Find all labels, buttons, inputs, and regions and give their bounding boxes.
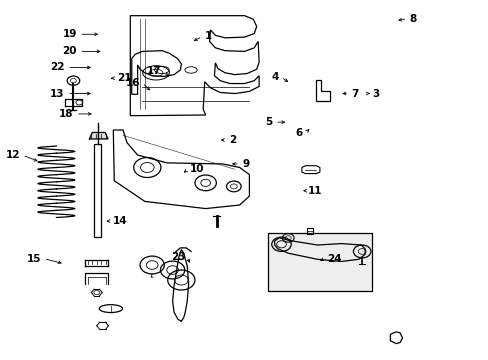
Text: 23: 23 bbox=[170, 252, 185, 262]
Text: 22: 22 bbox=[50, 63, 64, 72]
Text: 11: 11 bbox=[307, 186, 322, 196]
Text: 9: 9 bbox=[242, 159, 249, 169]
Text: 18: 18 bbox=[59, 109, 73, 119]
Text: 6: 6 bbox=[295, 128, 302, 138]
Text: 12: 12 bbox=[5, 150, 20, 160]
Text: 10: 10 bbox=[190, 164, 204, 174]
Text: 2: 2 bbox=[228, 135, 236, 145]
Text: 3: 3 bbox=[371, 89, 378, 99]
Polygon shape bbox=[89, 132, 108, 139]
Text: 19: 19 bbox=[62, 29, 77, 39]
Text: 21: 21 bbox=[117, 73, 131, 83]
Bar bbox=[94, 144, 101, 237]
Text: 16: 16 bbox=[125, 78, 140, 88]
Text: 1: 1 bbox=[204, 31, 211, 41]
Text: 24: 24 bbox=[326, 253, 341, 264]
Text: 4: 4 bbox=[271, 72, 278, 82]
Text: 17: 17 bbox=[147, 66, 162, 76]
Text: 8: 8 bbox=[409, 14, 416, 23]
Bar bbox=[267, 233, 372, 292]
Text: 15: 15 bbox=[27, 253, 41, 264]
Text: 20: 20 bbox=[62, 46, 77, 57]
Text: 13: 13 bbox=[50, 89, 64, 99]
Text: 5: 5 bbox=[265, 117, 272, 127]
Text: 14: 14 bbox=[113, 216, 128, 226]
Text: 7: 7 bbox=[351, 89, 358, 99]
